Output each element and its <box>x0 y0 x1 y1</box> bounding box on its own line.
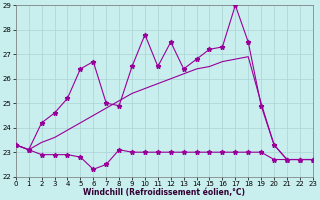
X-axis label: Windchill (Refroidissement éolien,°C): Windchill (Refroidissement éolien,°C) <box>83 188 245 197</box>
